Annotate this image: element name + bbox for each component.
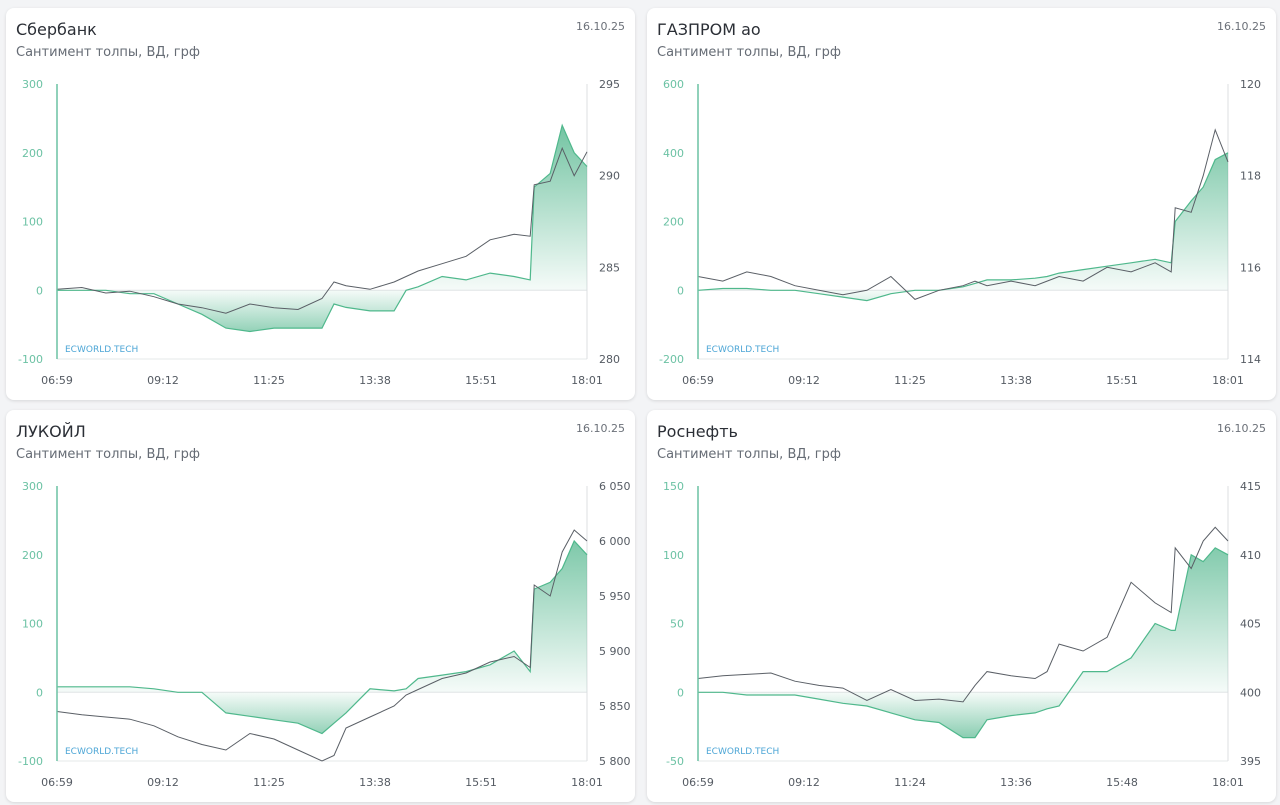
left-tick-label: 200 [663,216,684,229]
chart-title: ГАЗПРОМ ао [657,20,761,39]
right-tick-label: 5 950 [599,590,631,603]
left-tick-label: 200 [22,549,43,562]
right-tick-label: 114 [1240,353,1261,366]
left-tick-label: 300 [22,78,43,91]
left-tick-label: 150 [663,480,684,493]
right-tick-label: 5 900 [599,645,631,658]
x-tick-label: 11:25 [253,776,285,789]
x-tick-label: 18:01 [571,374,603,387]
price-line [56,146,588,314]
price-line [56,529,588,762]
chart-subtitle: Сантимент толпы, ВД, грф [657,447,841,462]
chart-subtitle: Сантимент толпы, ВД, грф [657,45,841,60]
sentiment-area [698,547,1228,738]
left-tick-label: 0 [677,284,684,297]
chart-subtitle: Сантимент толпы, ВД, грф [16,45,200,60]
right-tick-label: 5 850 [599,700,631,713]
watermark: ECWORLD.TECH [706,747,779,757]
x-tick-label: 11:25 [253,374,285,387]
left-tick-label: 200 [22,147,43,160]
right-tick-label: 290 [599,170,620,183]
chart-title: Роснефть [657,422,738,441]
x-tick-label: 13:38 [1000,374,1032,387]
chart-panel-gazprom: ГАЗПРОМ ао Сантимент толпы, ВД, грф 16.1… [647,8,1276,400]
left-tick-label: 400 [663,147,684,160]
watermark: ECWORLD.TECH [706,345,779,355]
left-tick-label: -100 [18,353,43,366]
left-tick-label: 0 [36,284,43,297]
x-tick-label: 18:01 [1212,374,1244,387]
x-tick-label: 06:59 [41,776,73,789]
left-tick-label: 50 [670,618,684,631]
chart-date: 16.10.25 [576,20,625,33]
x-tick-label: 15:51 [465,776,497,789]
x-tick-label: 15:51 [1106,374,1138,387]
right-tick-label: 415 [1240,480,1261,493]
x-tick-label: 15:51 [465,374,497,387]
right-tick-label: 285 [599,261,620,274]
x-tick-label: 13:38 [359,374,391,387]
left-tick-label: 0 [36,686,43,699]
chart-date: 16.10.25 [576,422,625,435]
right-tick-label: 6 000 [599,535,631,548]
chart-panel-lukoil: ЛУКОЙЛ Сантимент толпы, ВД, грф 16.10.25… [6,410,635,802]
left-tick-label: 300 [22,480,43,493]
x-tick-label: 06:59 [682,776,714,789]
x-tick-label: 09:12 [147,374,179,387]
left-tick-label: 100 [22,216,43,229]
chart-plot: -100 0 100 200 300 280 285 290 295 06:59 09:12 11:2… [18,78,620,387]
left-tick-label: 0 [677,686,684,699]
left-tick-label: -50 [666,755,684,768]
right-tick-label: 118 [1240,170,1261,183]
price-line [697,128,1229,300]
x-tick-label: 09:12 [788,374,820,387]
x-tick-label: 11:24 [894,776,926,789]
sentiment-area [57,125,587,332]
chart-subtitle: Сантимент толпы, ВД, грф [16,447,200,462]
chart-date: 16.10.25 [1217,422,1266,435]
x-tick-label: 18:01 [571,776,603,789]
chart-panel-sberbank: Сбербанк Сантимент толпы, ВД, грф 16.10.… [6,8,635,400]
right-tick-label: 410 [1240,549,1261,562]
x-tick-label: 09:12 [147,776,179,789]
sentiment-line [57,123,588,333]
x-tick-label: 11:25 [894,374,926,387]
chart-title: ЛУКОЙЛ [16,422,86,441]
chart-date: 16.10.25 [1217,20,1266,33]
x-tick-label: 13:36 [1000,776,1032,789]
x-tick-label: 09:12 [788,776,820,789]
x-tick-label: 06:59 [682,374,714,387]
chart-plot: -100 0 100 200 300 5 800 5 850 5 900 5 950 6 000 6… [18,480,631,789]
watermark: ECWORLD.TECH [65,345,138,355]
x-tick-label: 06:59 [41,374,73,387]
right-tick-label: 400 [1240,686,1261,699]
chart-panel-rosneft: Роснефть Сантимент толпы, ВД, грф 16.10.… [647,410,1276,802]
price-line [697,526,1229,703]
x-tick-label: 18:01 [1212,776,1244,789]
left-tick-label: -100 [18,755,43,768]
chart-title: Сбербанк [16,20,97,39]
left-tick-label: 100 [663,549,684,562]
sentiment-area [698,152,1228,301]
sentiment-line [698,547,1229,739]
right-tick-label: 116 [1240,261,1261,274]
right-tick-label: 405 [1240,618,1261,631]
left-tick-label: 600 [663,78,684,91]
left-tick-label: -200 [659,353,684,366]
x-tick-label: 13:38 [359,776,391,789]
left-tick-label: 100 [22,618,43,631]
right-tick-label: 6 050 [599,480,631,493]
right-tick-label: 295 [599,78,620,91]
chart-plot: -50 0 50 100 150 395 400 405 410 415 06:59 09:12 11:… [663,480,1261,789]
right-tick-label: 120 [1240,78,1261,91]
right-tick-label: 395 [1240,755,1261,768]
sentiment-area [57,541,587,734]
x-tick-label: 15:48 [1106,776,1138,789]
watermark: ECWORLD.TECH [65,747,138,757]
right-tick-label: 5 800 [599,755,631,768]
chart-plot: -200 0 200 400 600 114 116 118 120 06:59 09:12 11:2… [659,78,1261,387]
right-tick-label: 280 [599,353,620,366]
